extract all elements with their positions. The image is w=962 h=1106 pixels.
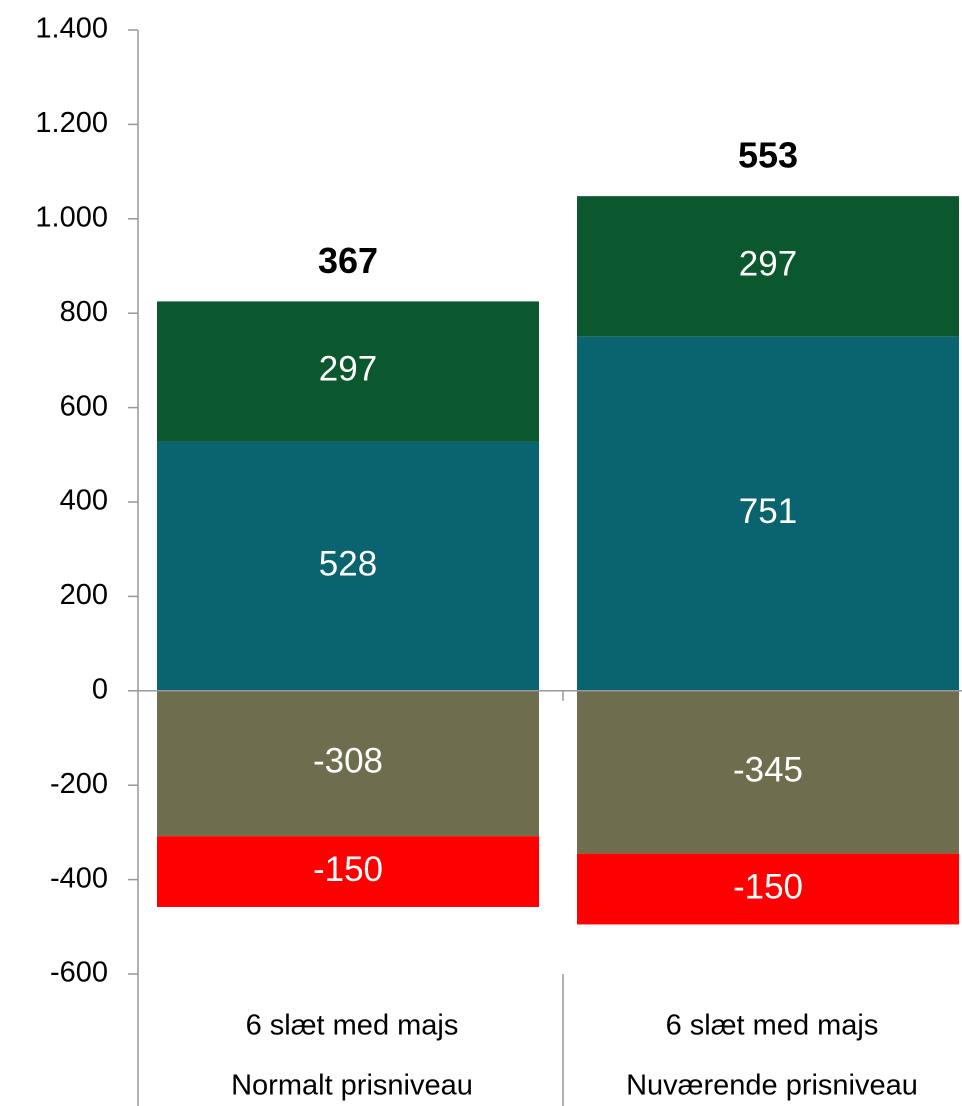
y-tick-label: 600 — [60, 390, 108, 422]
segment-label: 297 — [739, 244, 797, 283]
segment-label: -345 — [733, 750, 803, 789]
y-tick-label: 400 — [60, 485, 108, 517]
x-tick-label: Normalt prisniveau — [231, 1070, 473, 1102]
y-tick-label: 1.400 — [35, 13, 108, 45]
segment-label: -150 — [733, 867, 803, 906]
y-tick-label: 800 — [60, 296, 108, 328]
bar-segment — [577, 196, 959, 337]
y-tick-label: -200 — [50, 768, 108, 800]
bar-segment — [577, 336, 959, 691]
bar-segment — [157, 836, 539, 907]
y-tick-label: -600 — [50, 957, 108, 989]
segment-label: -150 — [313, 850, 383, 889]
y-tick-label: 200 — [60, 579, 108, 611]
x-tick-label: Nuværende prisniveau — [626, 1070, 918, 1102]
x-tick-label: 6 slæt med majs — [666, 1010, 879, 1042]
segment-label: 751 — [739, 492, 797, 531]
total-label: 367 — [318, 240, 378, 281]
total-label: 553 — [738, 135, 798, 176]
bar-segment — [577, 690, 959, 854]
bar-segment — [157, 690, 539, 837]
x-tick-label: 6 slæt med majs — [246, 1010, 459, 1042]
segment-label: 297 — [319, 350, 377, 389]
bar-segment — [577, 853, 959, 925]
bar-segment — [157, 441, 539, 691]
y-tick-label: 1.000 — [35, 201, 108, 233]
y-tick-label: 1.200 — [35, 107, 108, 139]
y-tick-label: 0 — [92, 673, 108, 705]
bar-segment — [157, 301, 539, 442]
segment-label: -308 — [313, 742, 383, 781]
y-tick-label: -400 — [50, 862, 108, 894]
segment-label: 528 — [319, 544, 377, 583]
